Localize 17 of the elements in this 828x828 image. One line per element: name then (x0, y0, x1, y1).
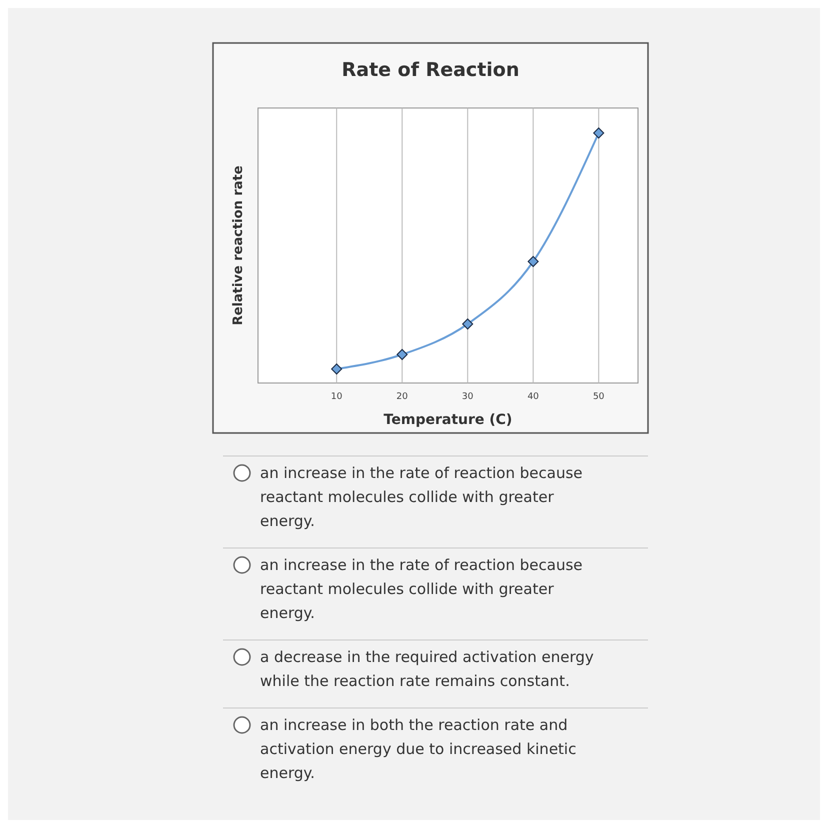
point (593, 128, 604, 138)
y-axis-title: Relative reaction rate (231, 165, 246, 326)
text: a decrease in the required activation energy while the reaction rate remains constant. (260, 648, 594, 690)
chart-title: Rate of Reaction (342, 59, 520, 81)
x-tick-label: 50 (592, 392, 605, 402)
point (396, 349, 408, 360)
x-axis-title: Temperature (C) (384, 412, 512, 428)
text: an increase in both the reaction rate and activation energy due to increased kinetic energy. (260, 716, 576, 782)
x-tick-label: 30 (462, 392, 474, 402)
x-tick-label: 10 (330, 392, 343, 402)
text: an increase in the rate of reaction because reactant molecules collide with greater energy. (260, 556, 582, 622)
point (331, 364, 342, 374)
point (528, 256, 539, 267)
text: an increase in the rate of reaction because reactant molecules collide with greater energy. (260, 464, 582, 530)
point (462, 318, 474, 330)
x-tick-label: 40 (527, 392, 540, 402)
x-tick-label: 20 (396, 392, 408, 402)
